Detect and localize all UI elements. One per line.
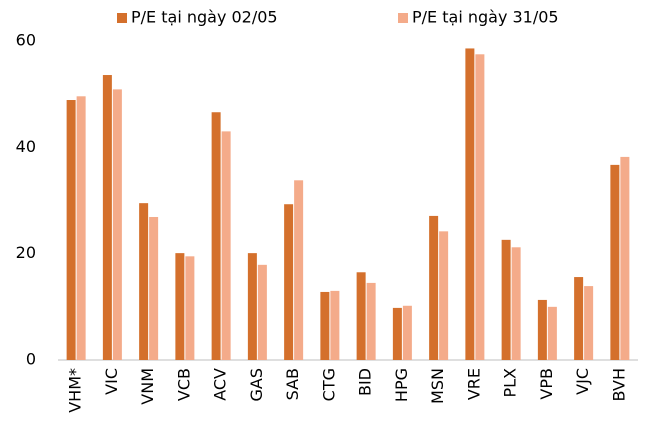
bar	[402, 305, 412, 360]
x-tick-label: PLX	[501, 368, 520, 398]
bar	[76, 96, 86, 360]
x-tick-label: VNM	[138, 368, 157, 405]
bar	[547, 306, 557, 360]
legend-label: P/E tại ngày 31/05	[412, 8, 559, 27]
bar	[610, 164, 620, 360]
bar	[620, 156, 630, 360]
bar	[102, 75, 112, 360]
bar	[149, 216, 159, 360]
bar	[320, 291, 330, 360]
bar	[429, 215, 439, 360]
y-tick-label: 0	[26, 350, 36, 369]
bar	[356, 272, 366, 360]
bar	[465, 48, 475, 361]
y-tick-label: 20	[16, 243, 36, 262]
x-tick-label: MSN	[428, 368, 447, 404]
x-tick-label: GAS	[247, 368, 266, 402]
bar	[366, 282, 376, 360]
bar	[501, 239, 511, 360]
bar	[247, 253, 257, 360]
x-tick-label: BVH	[609, 368, 628, 401]
x-tick-label: BID	[356, 368, 375, 396]
x-tick-label: VIC	[102, 368, 121, 395]
y-tick-label: 60	[16, 31, 36, 50]
x-tick-label: HPG	[392, 368, 411, 402]
x-tick-label: VCB	[174, 368, 193, 401]
x-tick-label: VPB	[537, 368, 556, 400]
bar	[66, 100, 76, 360]
legend-swatch	[117, 13, 127, 23]
x-tick-label: VHM*	[66, 368, 85, 413]
x-tick-label: VJC	[573, 368, 592, 395]
bar	[475, 54, 485, 361]
bar	[211, 112, 221, 360]
bar	[112, 89, 122, 361]
bar	[584, 286, 594, 360]
bar	[185, 256, 195, 360]
bar	[257, 264, 267, 360]
y-tick-label: 40	[16, 137, 36, 156]
bar	[439, 231, 449, 360]
bar	[139, 203, 149, 360]
x-tick-label: ACV	[211, 368, 230, 401]
bar	[537, 299, 547, 360]
bar	[330, 290, 340, 360]
x-tick-label: SAB	[283, 368, 302, 400]
bar	[392, 307, 402, 360]
bar	[511, 247, 521, 360]
x-tick-label: CTG	[319, 368, 338, 401]
bar	[175, 253, 185, 360]
bar	[574, 277, 584, 360]
bar	[294, 180, 304, 360]
x-tick-label: VRE	[464, 368, 483, 400]
legend-label: P/E tại ngày 02/05	[131, 8, 278, 27]
bar	[284, 204, 294, 360]
legend-swatch	[398, 13, 408, 23]
bar	[221, 131, 231, 360]
